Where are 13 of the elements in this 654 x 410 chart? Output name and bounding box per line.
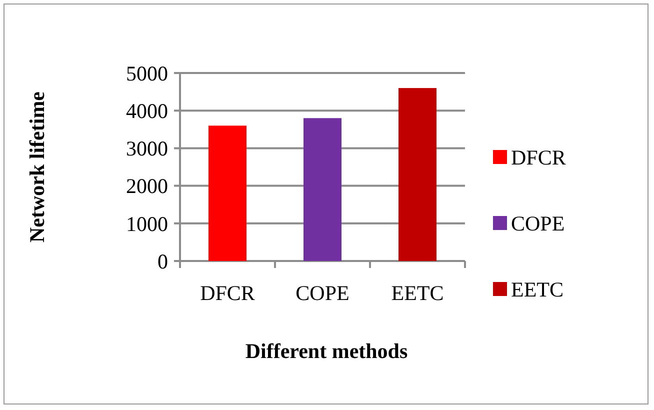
y-tick-label: 1000 bbox=[126, 212, 168, 236]
legend-label: DFCR bbox=[511, 145, 566, 170]
x-tick-label: EETC bbox=[391, 281, 444, 305]
y-tick-label: 5000 bbox=[126, 61, 168, 86]
y-tick-label: 4000 bbox=[126, 98, 168, 123]
x-axis-title: Different methods bbox=[245, 339, 408, 363]
y-tick-label: 2000 bbox=[126, 174, 168, 198]
legend-label: COPE bbox=[511, 211, 565, 236]
y-tick-label: 3000 bbox=[126, 136, 168, 161]
y-axis-title: Network lifetime bbox=[25, 91, 49, 243]
x-tick-label: COPE bbox=[296, 281, 350, 305]
x-tick-label: DFCR bbox=[200, 281, 255, 305]
y-tick-label: 0 bbox=[158, 249, 168, 274]
